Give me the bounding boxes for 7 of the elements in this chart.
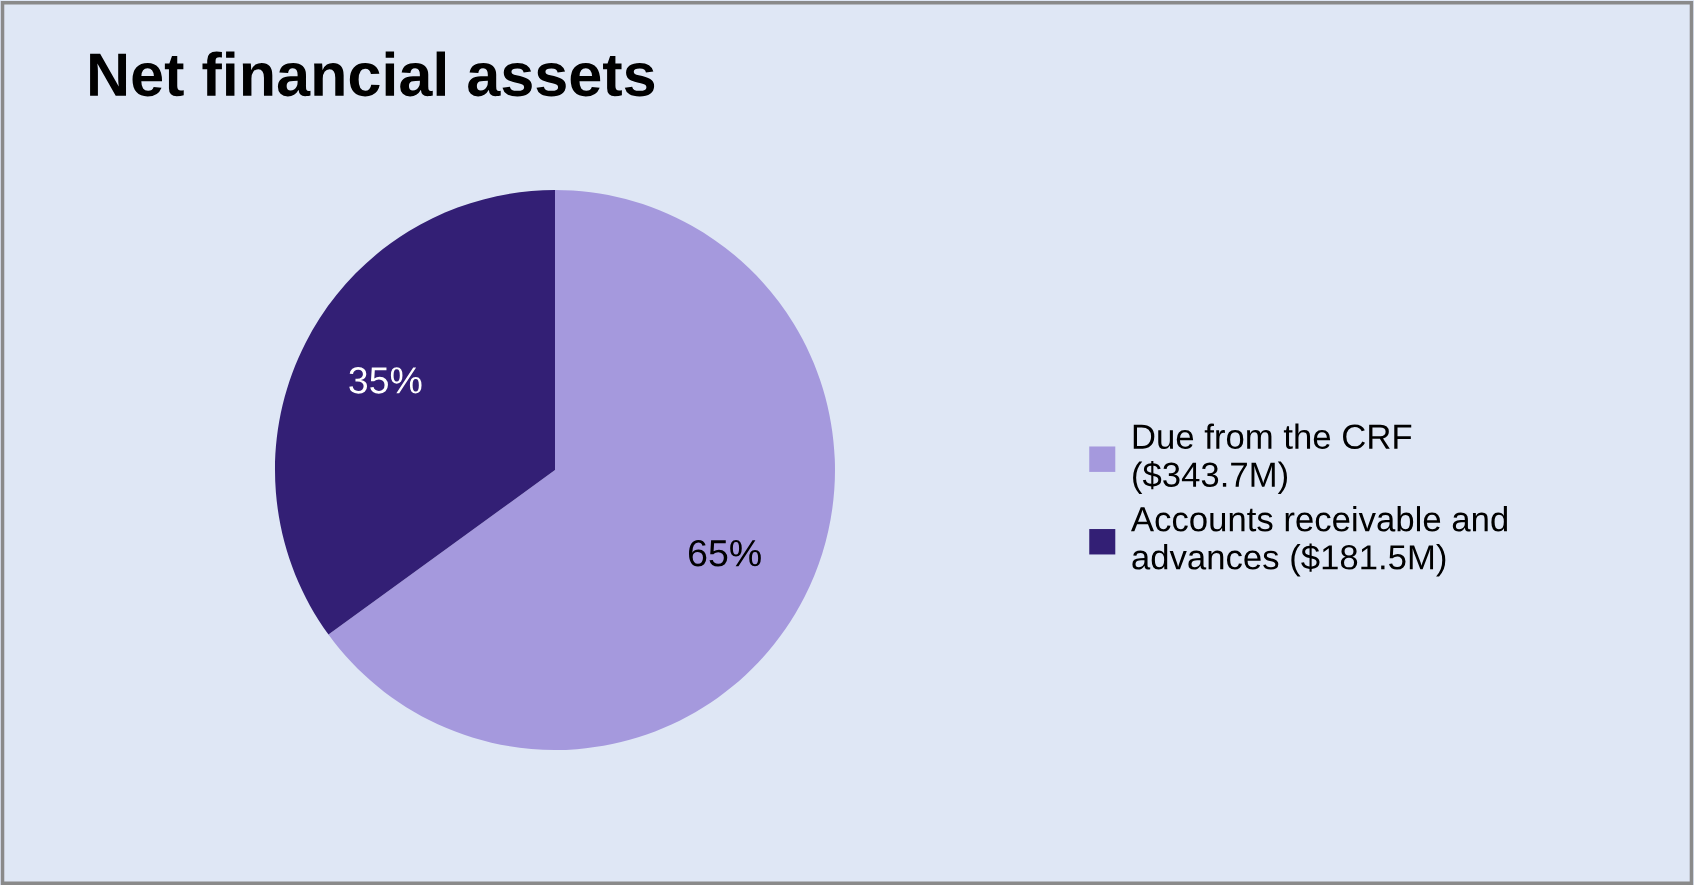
pie-slice <box>328 190 835 750</box>
legend-label: Due from the CRF ($343.7M) <box>1133 423 1412 494</box>
data-label: 65% <box>689 539 761 567</box>
pie-slice <box>275 190 555 635</box>
legend-label: Accounts receivable and advances ($181.5M) <box>1130 506 1507 577</box>
data-label: 35% <box>349 367 422 394</box>
chart-title: Net financial assets <box>90 51 655 97</box>
